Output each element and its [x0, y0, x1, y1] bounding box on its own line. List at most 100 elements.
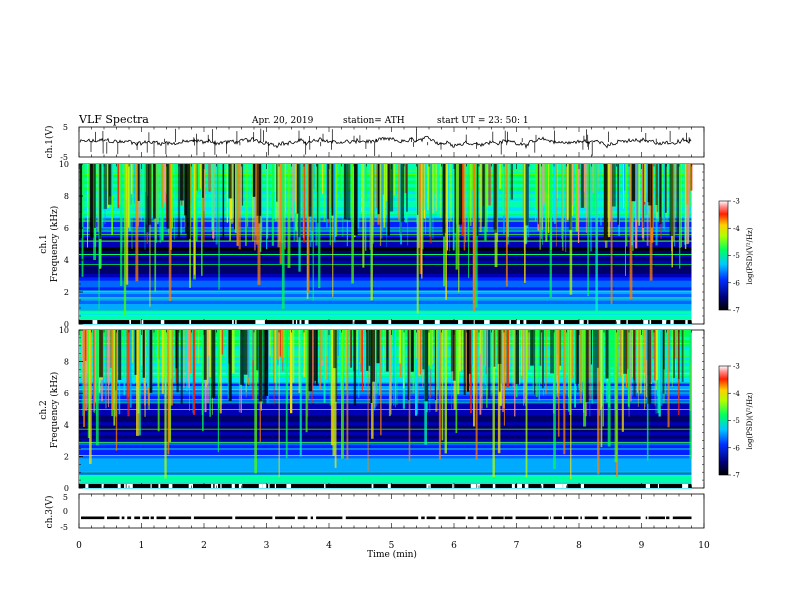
frequency-tick-label: 6 — [64, 224, 69, 233]
spectrogram-sferic-strong — [164, 330, 167, 479]
spectrogram-sferic — [339, 164, 341, 201]
spectrogram-lowfreq-gap — [117, 484, 121, 488]
spectrogram-dark-gap — [633, 330, 636, 397]
spectrogram-dark-gap — [662, 330, 665, 394]
spectrogram-sferic-strong — [473, 330, 475, 427]
spectrogram-tone-line — [79, 227, 692, 229]
spectrogram-sferic — [432, 330, 433, 365]
spectrogram-sferic-strong — [123, 164, 127, 316]
spectrogram-sferic — [361, 164, 363, 213]
spectrogram-band — [79, 260, 692, 265]
ch3-gap — [607, 515, 610, 520]
spectrogram-sferic — [433, 164, 434, 218]
spectrogram-sferic — [568, 330, 570, 412]
spectrogram-dark-gap — [185, 164, 188, 234]
spectrogram-sferic-strong — [202, 330, 204, 432]
spectrogram-sferic — [479, 330, 481, 355]
spectrogram-dark-gap — [642, 164, 645, 228]
spectrogram-lowfreq-gap — [94, 320, 98, 324]
ch3-gap — [307, 515, 311, 520]
spectrogram-lowfreq-band — [79, 320, 692, 324]
spectrogram-sferic — [358, 164, 360, 218]
spectrogram-dark-gap — [298, 164, 301, 238]
spectrogram-sferic — [186, 330, 188, 392]
spectrogram-sferic — [231, 164, 234, 224]
ch3-gap — [424, 515, 427, 520]
spectrogram-band — [79, 471, 692, 476]
ch3-gap — [465, 515, 468, 520]
spectrogram-sferic — [128, 164, 130, 228]
spectrogram-sferic — [395, 330, 396, 408]
spectrogram-lowfreq-gap — [645, 484, 650, 488]
spectrogram-sferic — [83, 164, 85, 223]
spectrogram-sferic — [141, 164, 145, 208]
spectrogram-band — [79, 468, 692, 473]
spectrogram-dark-gap — [467, 330, 471, 374]
spectrogram-sferic-strong — [367, 330, 369, 472]
spectrogram-lowfreq-gap — [645, 320, 649, 324]
spectrogram-sferic — [571, 164, 574, 206]
spectrogram-sferic-strong — [421, 164, 423, 279]
spectrogram-sferic — [383, 330, 385, 372]
spectrogram-lowfreq-gap — [560, 320, 564, 324]
spectrogram-dark-gap — [296, 164, 299, 214]
spectrogram-band — [79, 244, 692, 248]
spectrogram-sferic — [83, 164, 85, 202]
spectrogram-band — [79, 346, 692, 351]
spectrogram-lowfreq-gap — [419, 320, 424, 324]
spectrogram-band — [79, 247, 692, 252]
spectrogram-dark-gap — [353, 330, 357, 406]
spectrogram-band — [79, 362, 692, 367]
spectrogram-band — [79, 349, 692, 354]
spectrogram-tone-line — [79, 392, 692, 394]
spectrogram-band — [79, 478, 692, 483]
spectrogram-sferic — [393, 330, 395, 406]
spectrogram-lowfreq-gap — [140, 320, 144, 324]
time-tick-label: 1 — [139, 541, 145, 551]
spectrogram-sferic — [385, 164, 388, 202]
spectrogram-sferic — [159, 164, 162, 243]
ch3-gap — [313, 515, 317, 520]
spectrogram-sferic — [436, 164, 439, 216]
colorbar-tick-label: -3 — [733, 363, 740, 371]
spectrogram-sferic — [376, 164, 378, 209]
spectrogram-sferic — [199, 164, 201, 189]
spectrogram-sferic-strong — [115, 330, 118, 451]
time-tick-label: 2 — [201, 541, 207, 551]
spectrogram-lowfreq-gap — [258, 484, 263, 488]
spectrogram-sferic — [141, 330, 143, 366]
ch3-gap — [294, 515, 298, 520]
spectrogram-lowfreq-gap — [555, 320, 558, 324]
spectrogram-sferic — [565, 330, 568, 373]
spectrogram-sferic — [542, 164, 543, 245]
spectrogram-lowfreq-gap — [511, 484, 515, 488]
start-time-label: start UT = 23: 50: 1 — [437, 116, 529, 126]
spectrogram-sferic — [369, 164, 372, 250]
spectrogram-sferic — [117, 164, 120, 209]
spectrogram-tone-line — [79, 297, 692, 299]
spectrogram-sferic — [574, 330, 576, 408]
spectrogram-sferic-strong — [549, 164, 552, 298]
spectrogram-band — [79, 257, 692, 262]
spectrogram-sferic — [461, 330, 463, 371]
spectrogram-sferic — [636, 164, 639, 220]
spectrogram-sferic — [271, 164, 274, 246]
spectrogram-sferic — [666, 164, 668, 221]
spectrogram-sferic-strong — [667, 330, 670, 428]
spectrogram-sferic — [627, 330, 629, 407]
spectrogram-lowfreq-gap — [387, 484, 391, 488]
spectrogram-sferic — [315, 164, 318, 246]
spectrogram-sferic — [657, 330, 660, 414]
spectrogram-tone-line — [79, 471, 692, 473]
spectrogram-sferic-strong — [525, 330, 528, 478]
frequency-tick-label: 8 — [64, 192, 69, 201]
spectrogram-dark-gap — [476, 164, 479, 236]
spectrogram-sferic — [514, 330, 517, 383]
spectrogram-dark-gap — [400, 164, 402, 235]
spectrogram-sferic — [147, 330, 149, 388]
spectrogram-sferic — [535, 330, 538, 397]
spectrogram-sferic — [415, 330, 417, 359]
spectrogram-lowfreq-gap — [126, 484, 131, 488]
spectrogram-sferic — [364, 164, 367, 196]
spectrogram-sferic — [209, 330, 211, 378]
